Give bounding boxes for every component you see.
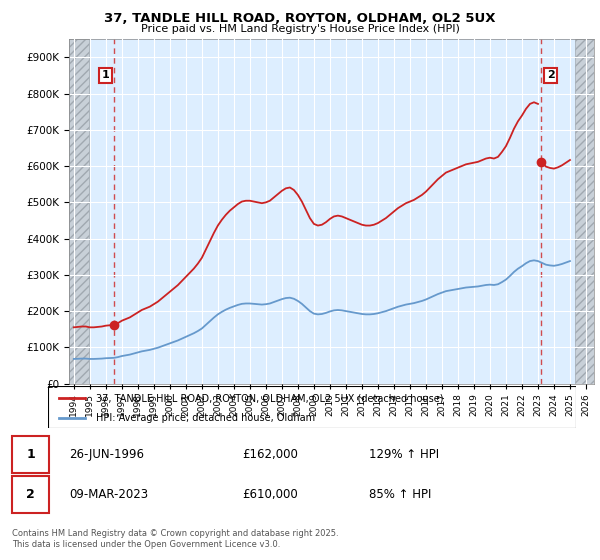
Bar [69,39,89,384]
Text: 37, TANDLE HILL ROAD, ROYTON, OLDHAM, OL2 5UX (detached house): 37, TANDLE HILL ROAD, ROYTON, OLDHAM, OL… [95,393,443,403]
FancyBboxPatch shape [12,436,49,473]
Text: 2: 2 [26,488,35,501]
Text: Contains HM Land Registry data © Crown copyright and database right 2025.
This d: Contains HM Land Registry data © Crown c… [12,529,338,549]
Text: 85% ↑ HPI: 85% ↑ HPI [369,488,431,501]
Text: £162,000: £162,000 [242,448,298,461]
Text: 1: 1 [26,448,35,461]
Text: £610,000: £610,000 [242,488,298,501]
Text: 09-MAR-2023: 09-MAR-2023 [70,488,149,501]
Text: Price paid vs. HM Land Registry's House Price Index (HPI): Price paid vs. HM Land Registry's House … [140,24,460,34]
Bar [69,39,89,384]
Text: 26-JUN-1996: 26-JUN-1996 [70,448,145,461]
Text: 37, TANDLE HILL ROAD, ROYTON, OLDHAM, OL2 5UX: 37, TANDLE HILL ROAD, ROYTON, OLDHAM, OL… [104,12,496,25]
Text: 1: 1 [102,71,109,81]
Text: HPI: Average price, detached house, Oldham: HPI: Average price, detached house, Oldh… [95,413,314,423]
Bar [575,39,594,384]
Text: 129% ↑ HPI: 129% ↑ HPI [369,448,439,461]
Text: 2: 2 [547,71,554,81]
FancyBboxPatch shape [12,475,49,512]
